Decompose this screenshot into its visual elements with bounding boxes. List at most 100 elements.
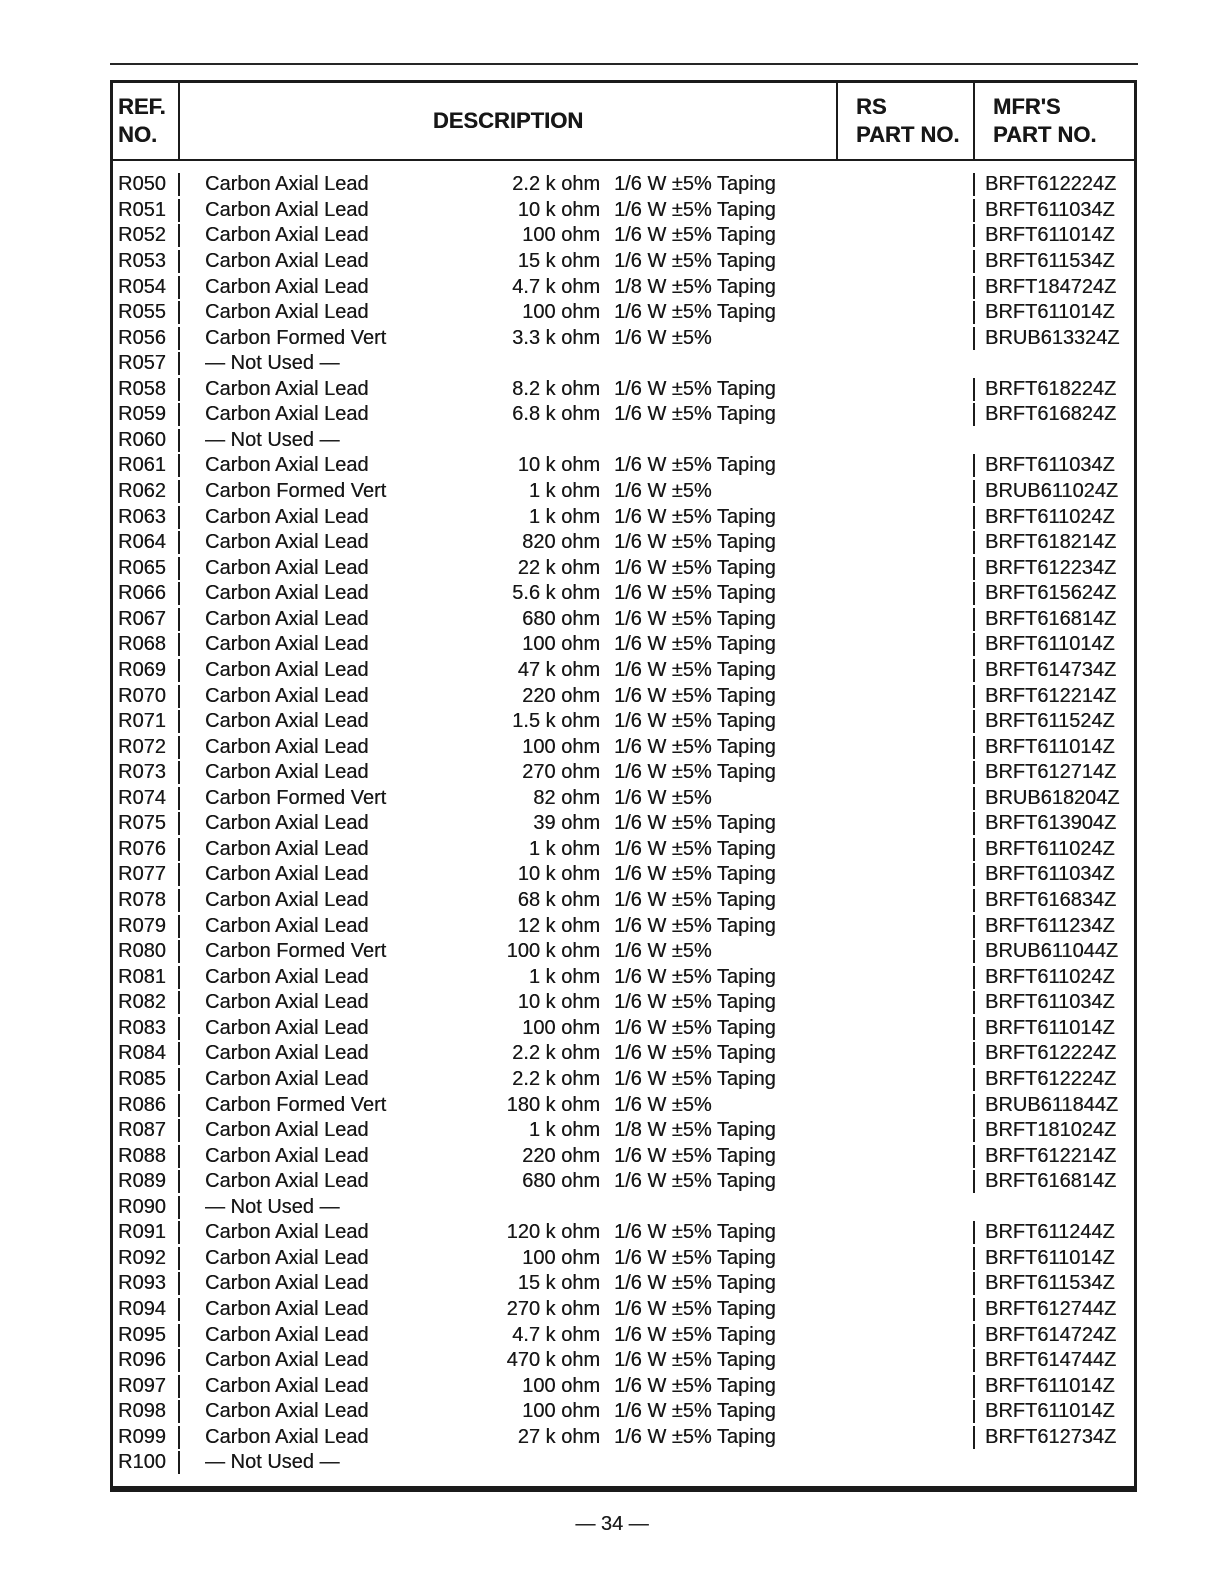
description-cell: Carbon Axial Lead 100 ohm 1/6 W ±5% Tapi… bbox=[178, 735, 836, 759]
description-cell: Carbon Axial Lead 1 k ohm 1/6 W ±5% Tapi… bbox=[178, 505, 836, 529]
header-ref-line1: REF. bbox=[118, 94, 166, 119]
component-value: 100 ohm bbox=[522, 301, 600, 324]
component-spec: 1/6 W ±5% Taping bbox=[614, 1374, 776, 1397]
mfr-part-no-cell: BRFT611524Z bbox=[973, 710, 1132, 734]
description-cell: Carbon Axial Lead 27 k ohm 1/6 W ±5% Tap… bbox=[178, 1425, 836, 1449]
component-value: 4.7 k ohm bbox=[512, 1323, 600, 1346]
component-spec: 1/6 W ±5% Taping bbox=[614, 1221, 776, 1244]
mfr-part-no-cell: BRUB611844Z bbox=[973, 1093, 1132, 1117]
component-value: 1 k ohm bbox=[528, 480, 600, 503]
component-type: — Not Used — bbox=[205, 352, 340, 375]
ref-no-cell: R060 bbox=[118, 428, 166, 451]
description-cell: Carbon Axial Lead 4.7 k ohm 1/8 W ±5% Ta… bbox=[178, 275, 836, 299]
component-type: Carbon Axial Lead bbox=[205, 1016, 369, 1039]
header-description-label: DESCRIPTION bbox=[432, 108, 584, 133]
description-cell: Carbon Axial Lead 10 k ohm 1/6 W ±5% Tap… bbox=[178, 863, 836, 887]
component-value: 10 k ohm bbox=[517, 198, 600, 221]
page-number: — 34 — bbox=[575, 1513, 649, 1535]
description-cell: Carbon Axial Lead 2.2 k ohm 1/6 W ±5% Ta… bbox=[178, 173, 836, 197]
component-type: Carbon Axial Lead bbox=[205, 658, 369, 681]
ref-no-cell: R075 bbox=[118, 812, 166, 835]
mfr-part-no-cell: BRUB611024Z bbox=[973, 480, 1132, 504]
description-cell: Carbon Axial Lead 100 ohm 1/6 W ±5% Tapi… bbox=[178, 224, 836, 248]
component-spec: 1/6 W ±5% Taping bbox=[614, 505, 776, 528]
description-cell: Carbon Formed Vert 82 ohm 1/6 W ±5% bbox=[178, 786, 836, 810]
ref-no-cell: R066 bbox=[118, 582, 166, 605]
table-row: R078 Carbon Axial Lead 68 k ohm 1/6 W ±5… bbox=[113, 888, 1134, 914]
component-value: 1.5 k ohm bbox=[512, 710, 600, 733]
component-spec: 1/6 W ±5% Taping bbox=[614, 812, 776, 835]
component-spec: 1/6 W ±5% Taping bbox=[614, 1349, 776, 1372]
component-value: 10 k ohm bbox=[517, 863, 600, 886]
table-row: R095 Carbon Axial Lead 4.7 k ohm 1/6 W ±… bbox=[113, 1322, 1134, 1348]
component-value: 3.3 k ohm bbox=[512, 326, 600, 349]
ref-no-cell: R084 bbox=[118, 1042, 166, 1065]
component-spec: 1/6 W ±5% Taping bbox=[614, 761, 776, 784]
ref-no-cell: R093 bbox=[118, 1272, 166, 1295]
ref-no-cell: R082 bbox=[118, 991, 166, 1014]
component-value: 5.6 k ohm bbox=[512, 582, 600, 605]
component-type: Carbon Axial Lead bbox=[205, 607, 369, 630]
description-cell: Carbon Axial Lead 270 ohm 1/6 W ±5% Tapi… bbox=[178, 761, 836, 785]
ref-no-cell: R058 bbox=[118, 377, 166, 400]
ref-no-cell: R098 bbox=[118, 1400, 166, 1423]
description-cell: — Not Used — bbox=[178, 1195, 836, 1219]
component-value: 1 k ohm bbox=[528, 505, 600, 528]
component-spec: 1/6 W ±5% Taping bbox=[614, 991, 776, 1014]
mfr-part-no-cell: BRFT614744Z bbox=[973, 1349, 1132, 1373]
component-type: Carbon Axial Lead bbox=[205, 1400, 369, 1423]
component-value: 270 ohm bbox=[522, 761, 600, 784]
ref-no-cell: R085 bbox=[118, 1067, 166, 1090]
ref-no-cell: R061 bbox=[118, 454, 166, 477]
component-value: 270 k ohm bbox=[506, 1298, 600, 1321]
component-type: Carbon Axial Lead bbox=[205, 684, 369, 707]
ref-no-cell: R090 bbox=[118, 1195, 166, 1218]
component-type: Carbon Axial Lead bbox=[205, 1067, 369, 1090]
component-type: Carbon Axial Lead bbox=[205, 1221, 369, 1244]
ref-no-cell: R072 bbox=[118, 735, 166, 758]
table-row: R093 Carbon Axial Lead 15 k ohm 1/6 W ±5… bbox=[113, 1271, 1134, 1297]
mfr-part-no-cell: BRFT611234Z bbox=[973, 914, 1132, 938]
description-cell: Carbon Axial Lead 100 ohm 1/6 W ±5% Tapi… bbox=[178, 1400, 836, 1424]
mfr-part-no-cell: BRFT611014Z bbox=[973, 1374, 1132, 1398]
component-type: Carbon Axial Lead bbox=[205, 275, 369, 298]
table-row: R090 — Not Used — bbox=[113, 1195, 1134, 1221]
mfr-part-no-cell: BRFT611034Z bbox=[973, 198, 1132, 222]
component-spec: 1/6 W ±5% Taping bbox=[614, 837, 776, 860]
table-row: R065 Carbon Axial Lead 22 k ohm 1/6 W ±5… bbox=[113, 555, 1134, 581]
mfr-part-no-cell: BRFT612744Z bbox=[973, 1298, 1132, 1322]
mfr-part-no-cell: BRFT611034Z bbox=[973, 863, 1132, 887]
component-value: 100 ohm bbox=[522, 224, 600, 247]
component-type: — Not Used — bbox=[205, 428, 340, 451]
component-value: 47 k ohm bbox=[517, 658, 600, 681]
table-row: R060 — Not Used — bbox=[113, 428, 1134, 454]
component-type: Carbon Axial Lead bbox=[205, 249, 369, 272]
component-value: 6.8 k ohm bbox=[512, 403, 600, 426]
component-spec: 1/6 W ±5% bbox=[614, 786, 712, 809]
component-spec: 1/6 W ±5% Taping bbox=[614, 889, 776, 912]
component-spec: 1/6 W ±5% Taping bbox=[614, 1400, 776, 1423]
component-type: Carbon Axial Lead bbox=[205, 173, 369, 196]
description-cell: Carbon Axial Lead 100 ohm 1/6 W ±5% Tapi… bbox=[178, 301, 836, 325]
component-type: Carbon Axial Lead bbox=[205, 224, 369, 247]
description-cell: Carbon Axial Lead 2.2 k ohm 1/6 W ±5% Ta… bbox=[178, 1042, 836, 1066]
ref-no-cell: R078 bbox=[118, 889, 166, 912]
mfr-part-no-cell: BRFT616814Z bbox=[973, 607, 1132, 631]
description-cell: Carbon Axial Lead 8.2 k ohm 1/6 W ±5% Ta… bbox=[178, 377, 836, 401]
component-value: 100 ohm bbox=[522, 1374, 600, 1397]
component-spec: 1/6 W ±5% Taping bbox=[614, 1016, 776, 1039]
component-type: Carbon Axial Lead bbox=[205, 761, 369, 784]
ref-no-cell: R074 bbox=[118, 786, 166, 809]
table-top-rule bbox=[110, 63, 1138, 65]
ref-no-cell: R071 bbox=[118, 710, 166, 733]
ref-no-cell: R070 bbox=[118, 684, 166, 707]
component-value: 15 k ohm bbox=[517, 1272, 600, 1295]
mfr-part-no-cell: BRFT611014Z bbox=[973, 224, 1132, 248]
component-value: 100 k ohm bbox=[506, 940, 600, 963]
component-value: 100 ohm bbox=[522, 633, 600, 656]
ref-no-cell: R097 bbox=[118, 1374, 166, 1397]
description-cell: Carbon Axial Lead 68 k ohm 1/6 W ±5% Tap… bbox=[178, 889, 836, 913]
mfr-part-no-cell: BRFT611014Z bbox=[973, 1400, 1132, 1424]
mfr-part-no-cell: BRUB611044Z bbox=[973, 940, 1132, 964]
description-cell: Carbon Axial Lead 12 k ohm 1/6 W ±5% Tap… bbox=[178, 914, 836, 938]
